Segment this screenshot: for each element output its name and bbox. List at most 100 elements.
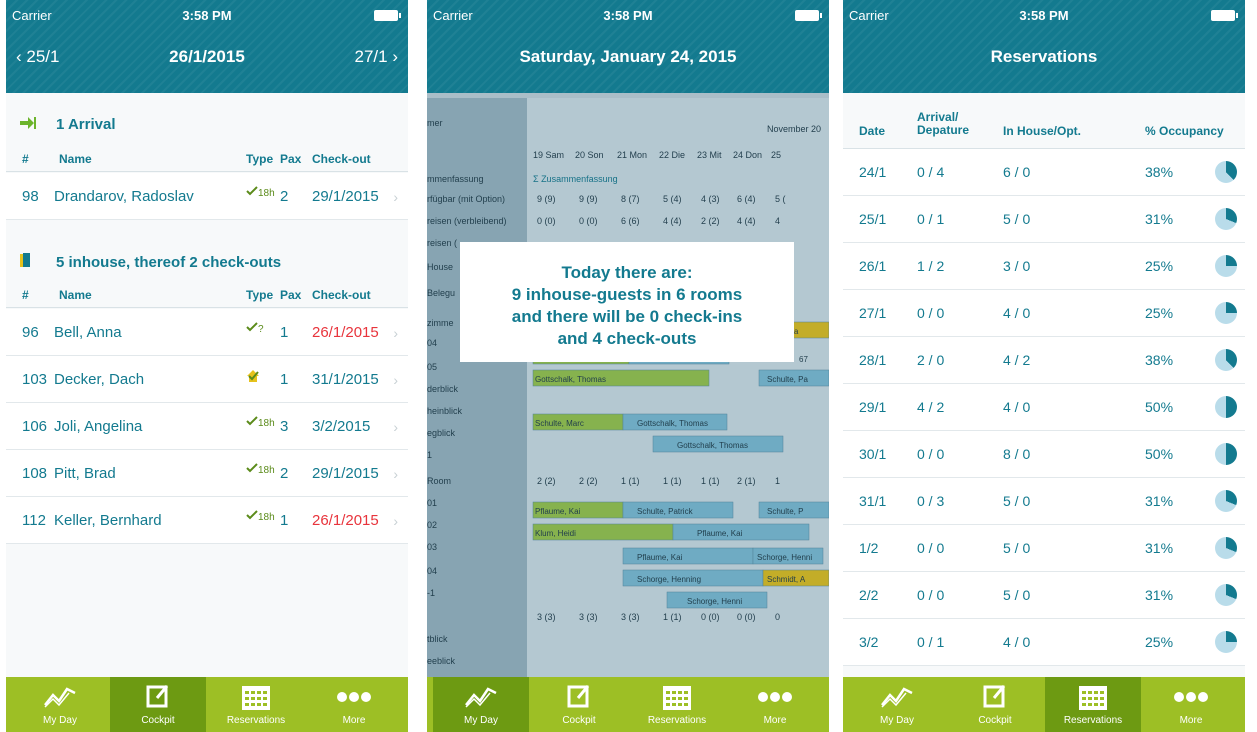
type-label: 18h — [258, 418, 275, 429]
guest-row[interactable]: 112 Keller, Bernhard 18h 1 26/1/2015 › — [6, 497, 408, 544]
battery-icon — [795, 10, 822, 21]
tab-bar: My Day Cockpit Reservations More — [843, 677, 1245, 732]
reservations-calendar-icon — [1045, 683, 1141, 711]
type-icon: 18h — [246, 186, 275, 199]
clock: 3:58 PM — [1019, 8, 1069, 23]
bg-booking-bar — [622, 501, 734, 519]
row-occupancy: 25% — [1145, 258, 1174, 274]
summary-line: 9 inhouse-guests in 6 rooms — [511, 285, 743, 304]
type-label: 18h — [258, 512, 275, 523]
reservation-row[interactable]: 27/1 0 / 0 4 / 0 25% — [843, 290, 1245, 337]
tab-reservations[interactable]: Reservations — [629, 677, 725, 732]
cockpit-edit-icon — [947, 683, 1043, 711]
row-date: 24/1 — [859, 164, 887, 180]
reservation-row[interactable]: 24/1 0 / 4 6 / 0 38% — [843, 149, 1245, 196]
guest-row[interactable]: 96 Bell, Anna? 1 26/1/2015 › — [6, 309, 408, 356]
bg-booking-bar — [622, 413, 728, 431]
row-occupancy: 31% — [1145, 211, 1174, 227]
reservation-row[interactable]: 26/1 1 / 2 3 / 0 25% — [843, 243, 1245, 290]
reservation-row[interactable]: 1/2 0 / 0 5 / 0 31% — [843, 525, 1245, 572]
reservation-row[interactable]: 25/1 0 / 1 5 / 0 31% — [843, 196, 1245, 243]
my-day-chart-icon — [12, 683, 108, 711]
row-inhouse: 4 / 0 — [1003, 305, 1031, 321]
tab-more[interactable]: More — [306, 677, 402, 732]
reservation-row[interactable]: 29/1 4 / 2 4 / 0 50% — [843, 384, 1245, 431]
bg-booking-name: Schorge, Henni — [687, 597, 742, 606]
row-date: 31/1 — [859, 493, 887, 509]
summary-line: and 4 check-outs — [557, 329, 697, 348]
battery-icon — [374, 10, 401, 21]
reservation-row[interactable]: 30/1 0 / 0 8 / 0 50% — [843, 431, 1245, 478]
bg-count-cell: 0 (0) — [701, 612, 720, 622]
carrier-label: Carrier — [433, 8, 473, 23]
previous-day-button[interactable]: ‹ 25/1 — [16, 47, 60, 66]
checkout-date: 29/1/2015 — [312, 465, 379, 482]
guest-name: Pitt, Brad — [54, 465, 116, 482]
row-inhouse: 8 / 0 — [1003, 446, 1031, 462]
col-type: Type — [246, 288, 274, 302]
col-occupancy: % Occupancy — [1145, 124, 1224, 138]
occupancy-pie-icon — [1215, 537, 1237, 559]
row-date: 25/1 — [859, 211, 887, 227]
guest-row[interactable]: 106 Joli, Angelina 18h 3 3/2/2015 › — [6, 403, 408, 450]
tab-my-day[interactable]: My Day — [433, 677, 529, 732]
tab-label: Reservations — [1063, 715, 1123, 726]
guest-row[interactable]: 108 Pitt, Brad 18h 2 29/1/2015 › — [6, 450, 408, 497]
bg-count-cell: 1 (1) — [663, 612, 682, 622]
bg-booking-name: Pflaume, Kai — [697, 529, 743, 538]
bg-booking-name: Gottschalk, Thomas — [637, 419, 708, 428]
tab-reservations[interactable]: Reservations — [1045, 677, 1141, 732]
bg-day: 19 Sam — [533, 150, 564, 160]
bg-count-cell: 0 (0) — [579, 216, 598, 226]
tab-label: Cockpit — [141, 715, 175, 726]
more-dots-icon — [1143, 683, 1239, 711]
bg-day: 24 Don — [733, 150, 762, 160]
room-number: 96 — [22, 324, 39, 341]
battery-icon — [1211, 10, 1238, 21]
tab-label: Cockpit — [978, 715, 1012, 726]
tab-label: My Day — [880, 715, 914, 726]
reservation-row[interactable]: 28/1 2 / 0 4 / 2 38% — [843, 337, 1245, 384]
row-inhouse: 5 / 0 — [1003, 493, 1031, 509]
occupancy-pie-icon — [1215, 396, 1237, 418]
bg-count-cell: 4 (3) — [701, 194, 720, 204]
tab-bar: My Day Cockpit Reservations More — [427, 677, 829, 732]
bg-count-cell: 0 (0) — [737, 612, 756, 622]
room-number: 112 — [22, 512, 46, 529]
more-dots-icon — [306, 683, 402, 711]
tab-reservations[interactable]: Reservations — [208, 677, 304, 732]
tab-cockpit[interactable]: Cockpit — [110, 677, 206, 732]
col-arrival-departure: Arrival/ Depature — [917, 110, 970, 137]
guest-row[interactable]: 98 Drandarov, Radoslav 18h 2 29/1/2015 › — [6, 173, 408, 220]
occupancy-pie-icon — [1215, 208, 1237, 230]
tab-my-day[interactable]: My Day — [12, 677, 108, 732]
reservation-row[interactable]: 31/1 0 / 3 5 / 0 31% — [843, 478, 1245, 525]
tab-more[interactable]: More — [1143, 677, 1239, 732]
checkout-date: 3/2/2015 — [312, 418, 371, 435]
row-occupancy: 31% — [1145, 587, 1174, 603]
tab-cockpit[interactable]: Cockpit — [947, 677, 1043, 732]
carrier-label: Carrier — [849, 8, 889, 23]
type-icon: 18h — [246, 463, 275, 476]
row-arrival-departure: 4 / 2 — [917, 399, 945, 415]
tab-cockpit[interactable]: Cockpit — [531, 677, 627, 732]
guest-row[interactable]: 103 Decker, Dach 1 31/1/2015 › — [6, 356, 408, 403]
reservation-row[interactable]: 3/2 0 / 1 4 / 0 25% — [843, 619, 1245, 666]
col-checkout: Check-out — [312, 152, 371, 166]
nav-bar: Carrier 3:58 PM Saturday, January 24, 20… — [427, 0, 829, 93]
tab-more[interactable]: More — [727, 677, 823, 732]
checkout-date: 26/1/2015 — [312, 324, 379, 341]
row-arrival-departure: 0 / 3 — [917, 493, 945, 509]
today-summary-dialog[interactable]: Today there are: 9 inhouse-guests in 6 r… — [460, 242, 794, 362]
room-number: 98 — [22, 188, 39, 205]
row-arrival-departure: 0 / 1 — [917, 211, 945, 227]
tab-my-day[interactable]: My Day — [849, 677, 945, 732]
occupancy-pie-icon — [1215, 631, 1237, 653]
bg-booking-name: Klum, Heidi — [535, 529, 576, 538]
bg-day: 25 — [771, 150, 781, 160]
bg-booking-name: Schulte, Pa — [767, 375, 808, 384]
reservation-row[interactable]: 2/2 0 / 0 5 / 0 31% — [843, 572, 1245, 619]
next-day-button[interactable]: 27/1 › — [354, 47, 398, 66]
bg-day: 21 Mon — [617, 150, 647, 160]
row-date: 29/1 — [859, 399, 887, 415]
